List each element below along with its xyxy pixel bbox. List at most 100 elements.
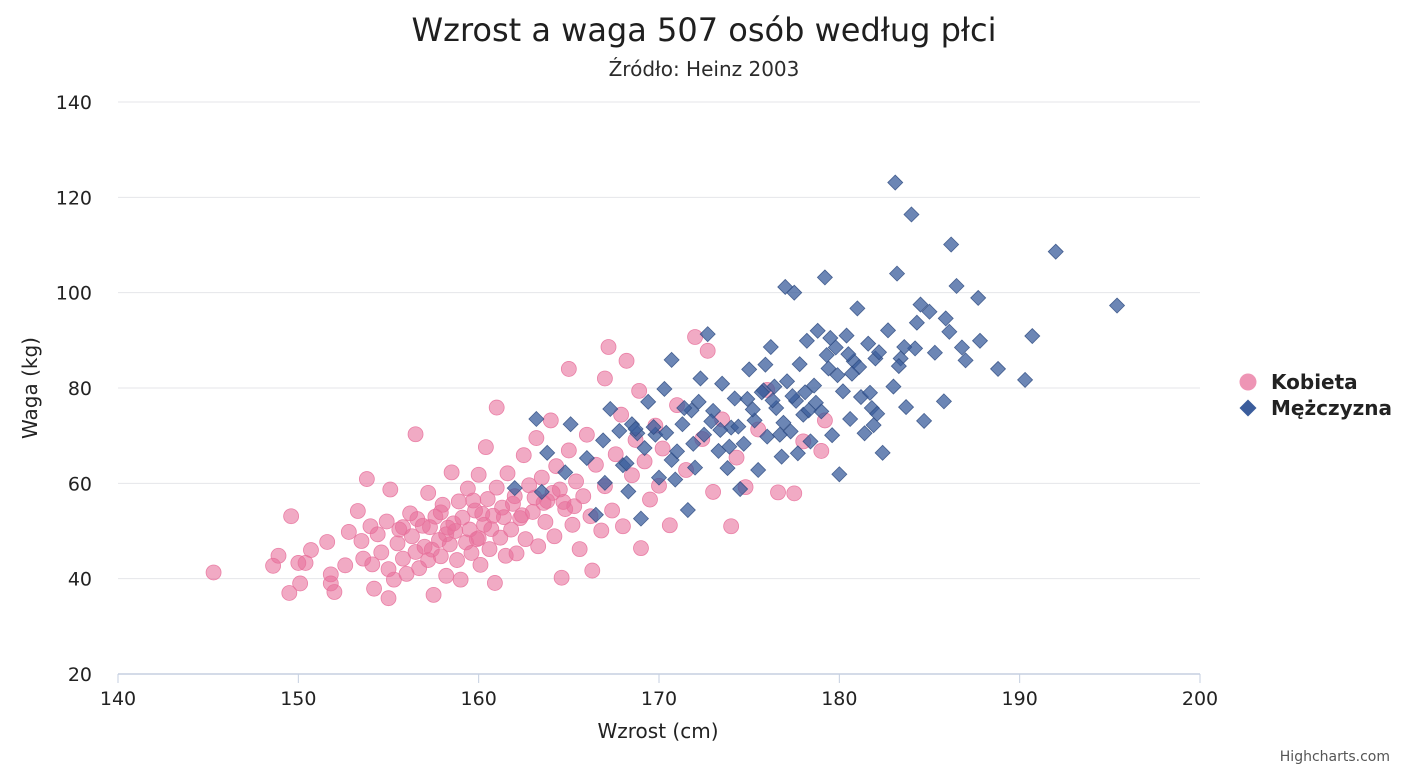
point-kobieta[interactable]	[447, 523, 464, 539]
point-mezczyzna[interactable]	[989, 360, 1007, 377]
point-mezczyzna[interactable]	[887, 174, 904, 191]
point-mezczyzna[interactable]	[658, 424, 675, 441]
point-kobieta[interactable]	[633, 540, 649, 557]
point-kobieta[interactable]	[425, 586, 442, 603]
point-mezczyzna[interactable]	[784, 388, 801, 405]
point-kobieta[interactable]	[270, 547, 287, 564]
point-kobieta[interactable]	[723, 518, 740, 535]
point-mezczyzna[interactable]	[816, 269, 833, 286]
point-kobieta[interactable]	[508, 545, 525, 562]
point-mezczyzna[interactable]	[943, 236, 960, 253]
point-mezczyzna[interactable]	[587, 506, 604, 523]
point-mezczyzna[interactable]	[818, 347, 835, 364]
point-kobieta[interactable]	[613, 406, 630, 423]
point-kobieta[interactable]	[505, 495, 521, 512]
point-mezczyzna[interactable]	[860, 335, 877, 352]
point-mezczyzna[interactable]	[912, 296, 929, 313]
point-mezczyzna[interactable]	[1108, 297, 1126, 314]
point-mezczyzna[interactable]	[870, 344, 888, 361]
point-mezczyzna[interactable]	[732, 480, 749, 498]
point-kobieta[interactable]	[496, 509, 512, 526]
point-kobieta[interactable]	[705, 484, 721, 500]
point-mezczyzna[interactable]	[539, 444, 556, 461]
point-mezczyzna[interactable]	[595, 432, 612, 449]
point-mezczyzna[interactable]	[757, 356, 774, 373]
point-kobieta[interactable]	[517, 531, 534, 548]
point-kobieta[interactable]	[654, 440, 671, 457]
point-kobieta[interactable]	[452, 571, 469, 588]
point-mezczyzna[interactable]	[798, 332, 815, 349]
point-kobieta[interactable]	[481, 541, 498, 558]
point-mezczyzna[interactable]	[838, 327, 855, 344]
point-mezczyzna[interactable]	[806, 377, 823, 394]
point-kobieta[interactable]	[472, 556, 489, 573]
point-mezczyzna[interactable]	[726, 390, 743, 407]
point-kobieta[interactable]	[438, 567, 455, 584]
point-mezczyzna[interactable]	[802, 433, 819, 450]
point-kobieta[interactable]	[389, 535, 406, 552]
point-mezczyzna[interactable]	[897, 399, 915, 416]
point-kobieta[interactable]	[618, 352, 635, 369]
point-mezczyzna[interactable]	[620, 483, 637, 500]
point-mezczyzna[interactable]	[730, 418, 747, 435]
point-kobieta[interactable]	[423, 541, 440, 558]
point-mezczyzna[interactable]	[741, 361, 758, 378]
point-kobieta[interactable]	[407, 426, 424, 443]
point-kobieta[interactable]	[600, 339, 617, 355]
point-mezczyzna[interactable]	[824, 427, 841, 444]
point-kobieta[interactable]	[450, 493, 467, 510]
point-mezczyzna[interactable]	[786, 284, 803, 301]
point-kobieta[interactable]	[441, 536, 458, 553]
point-mezczyzna[interactable]	[773, 448, 790, 465]
point-mezczyzna[interactable]	[809, 322, 826, 339]
point-kobieta[interactable]	[575, 488, 592, 505]
point-kobieta[interactable]	[463, 545, 480, 561]
point-kobieta[interactable]	[566, 498, 583, 515]
point-mezczyzna[interactable]	[764, 392, 781, 409]
point-kobieta[interactable]	[364, 556, 381, 573]
point-mezczyzna[interactable]	[800, 402, 817, 419]
point-mezczyzna[interactable]	[782, 423, 799, 440]
point-mezczyzna[interactable]	[885, 378, 902, 395]
point-mezczyzna[interactable]	[921, 303, 938, 320]
point-mezczyzna[interactable]	[690, 393, 707, 410]
point-kobieta[interactable]	[564, 516, 581, 533]
point-mezczyzna[interactable]	[627, 420, 644, 438]
point-kobieta[interactable]	[340, 524, 357, 540]
point-mezczyzna[interactable]	[696, 426, 713, 443]
point-mezczyzna[interactable]	[759, 428, 776, 445]
point-mezczyzna[interactable]	[596, 474, 613, 491]
point-mezczyzna[interactable]	[703, 413, 720, 430]
point-kobieta[interactable]	[449, 552, 465, 568]
point-mezczyzna[interactable]	[656, 380, 673, 398]
point-kobieta[interactable]	[454, 509, 471, 526]
point-kobieta[interactable]	[813, 443, 830, 459]
point-mezczyzna[interactable]	[735, 435, 752, 452]
point-kobieta[interactable]	[593, 522, 610, 539]
point-mezczyzna[interactable]	[533, 483, 550, 500]
point-kobieta[interactable]	[661, 517, 678, 534]
point-mezczyzna[interactable]	[948, 277, 965, 295]
point-kobieta[interactable]	[636, 453, 653, 470]
point-mezczyzna[interactable]	[856, 425, 873, 442]
point-mezczyzna[interactable]	[632, 510, 650, 527]
point-mezczyzna[interactable]	[746, 412, 763, 429]
point-mezczyzna[interactable]	[650, 469, 668, 486]
point-kobieta[interactable]	[607, 446, 624, 463]
point-mezczyzna[interactable]	[874, 444, 891, 461]
point-mezczyzna[interactable]	[687, 459, 704, 476]
point-mezczyzna[interactable]	[879, 322, 897, 339]
point-mezczyzna[interactable]	[843, 365, 861, 382]
point-mezczyzna[interactable]	[714, 375, 731, 392]
point-mezczyzna[interactable]	[1047, 243, 1064, 260]
point-kobieta[interactable]	[409, 511, 426, 527]
point-mezczyzna[interactable]	[861, 384, 879, 401]
credit-link[interactable]: Highcharts.com	[1280, 749, 1390, 765]
point-kobieta[interactable]	[728, 449, 745, 466]
point-mezczyzna[interactable]	[528, 410, 545, 428]
point-kobieta[interactable]	[349, 503, 366, 519]
point-mezczyzna[interactable]	[908, 314, 925, 331]
point-kobieta[interactable]	[366, 580, 382, 597]
point-mezczyzna[interactable]	[762, 338, 779, 356]
point-kobieta[interactable]	[515, 447, 532, 464]
